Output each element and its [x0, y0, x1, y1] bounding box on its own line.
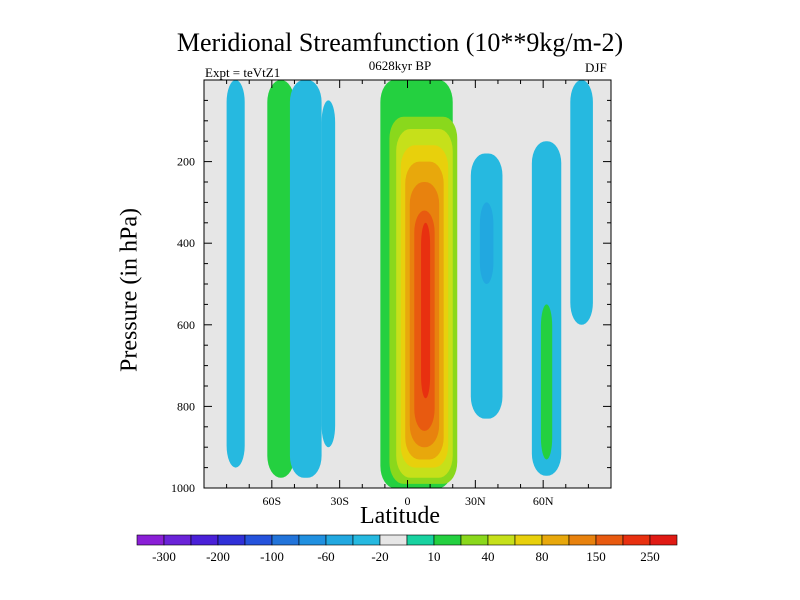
x-tick-label: 0: [405, 494, 411, 508]
y-tick-label: 1000: [171, 481, 195, 495]
y-tick-label: 600: [177, 318, 195, 332]
colorbar-swatch: [136, 534, 165, 546]
colorbar-label: 40: [482, 549, 495, 564]
colorbar-label: 10: [428, 549, 441, 564]
contour-cell-3: [321, 100, 336, 448]
experiment-label: Expt = teVtZ1: [205, 65, 281, 80]
colorbar-label: -20: [371, 549, 388, 564]
colorbar-label: 250: [640, 549, 660, 564]
colorbar-swatch: [541, 534, 570, 546]
colorbar-swatch: [352, 534, 381, 546]
colorbar-swatch: [325, 534, 354, 546]
y-tick-label: 200: [177, 155, 195, 169]
contour-cell-15: [540, 304, 553, 460]
colorbar-swatch: [460, 534, 489, 546]
contour-cell-12: [470, 153, 503, 419]
contour-cell-13: [479, 202, 494, 284]
colorbar-label: 80: [536, 549, 549, 564]
contour-cell-16: [570, 80, 593, 325]
x-tick-label: 30S: [330, 494, 349, 508]
colorbar-swatch: [271, 534, 300, 546]
colorbar-swatch: [622, 534, 651, 546]
colorbar-label: -60: [317, 549, 334, 564]
colorbar-swatch: [649, 534, 678, 546]
colorbar-swatch: [217, 534, 246, 546]
x-tick-label: 60S: [262, 494, 281, 508]
x-tick-label: 60N: [533, 494, 554, 508]
contour-cell-1: [267, 80, 295, 478]
colorbar-swatch: [298, 534, 327, 546]
colorbar-swatch: [190, 534, 219, 546]
y-tick-label: 400: [177, 236, 195, 250]
contour-fills: [204, 80, 611, 488]
contour-cell-2: [289, 80, 322, 478]
contour-cell-11: [421, 222, 431, 399]
x-axis-label: Latitude: [360, 503, 440, 529]
colorbar-label: -300: [152, 549, 176, 564]
axis-ticks: 60S 30S 0 30N 60N 200 400 600 800 1000: [171, 80, 611, 508]
colorbar: -300 -200 -100 -60 -20 10 40 80 150 250: [136, 534, 678, 564]
colorbar-swatch: [595, 534, 624, 546]
chart-title: Meridional Streamfunction (10**9kg/m-2): [176, 28, 624, 57]
colorbar-swatch: [568, 534, 597, 546]
colorbar-label: 150: [586, 549, 606, 564]
colorbar-swatch: [487, 534, 516, 546]
colorbar-label: -100: [260, 549, 284, 564]
colorbar-swatch: [406, 534, 435, 546]
y-tick-label: 800: [177, 399, 195, 413]
chart-subtitle: 0628kyr BP: [368, 58, 432, 73]
colorbar-label: -200: [206, 549, 230, 564]
colorbar-swatch: [433, 534, 462, 546]
colorbar-swatch: [514, 534, 543, 546]
contour-cell-0: [226, 80, 245, 468]
x-tick-label: 30N: [465, 494, 486, 508]
season-label: DJF: [585, 60, 607, 75]
colorbar-swatch: [163, 534, 192, 546]
colorbar-swatch: [244, 534, 273, 546]
colorbar-swatch: [379, 534, 408, 546]
